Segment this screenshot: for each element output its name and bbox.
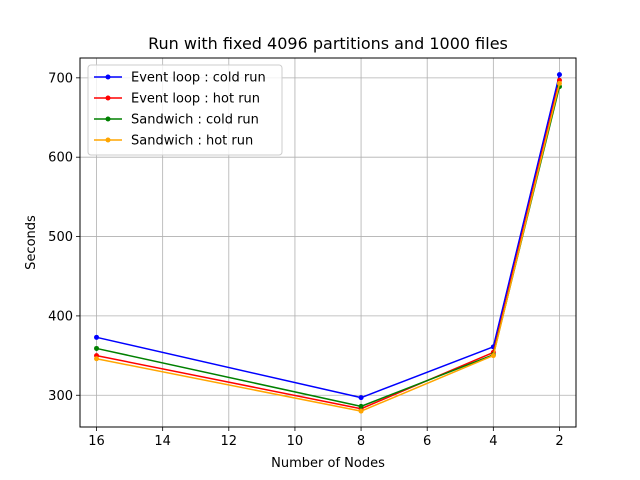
data-point [490, 353, 496, 359]
y-axis-label: Seconds [24, 215, 39, 270]
y-tick-label: 600 [48, 151, 73, 166]
data-point [358, 403, 364, 409]
legend-label: Event loop : hot run [131, 92, 260, 107]
x-tick-label: 2 [555, 434, 563, 449]
data-point [556, 72, 562, 78]
y-tick-label: 700 [48, 71, 73, 86]
legend-swatch-marker [105, 95, 111, 101]
x-tick-label: 16 [88, 434, 105, 449]
data-point [94, 345, 100, 351]
series-line-1 [96, 74, 561, 399]
x-tick-label: 6 [423, 434, 431, 449]
y-tick-label: 500 [48, 230, 73, 245]
legend-label: Sandwich : hot run [131, 134, 253, 149]
series-line-4 [96, 83, 561, 412]
x-tick-label: 10 [287, 434, 304, 449]
plot-frame [79, 57, 577, 428]
data-point [94, 356, 100, 362]
legend-swatch-marker [105, 116, 111, 122]
legend-swatch-marker [105, 74, 111, 80]
data-point [556, 80, 562, 86]
x-tick-label: 14 [154, 434, 171, 449]
x-tick-label: 4 [489, 434, 497, 449]
series-lines [94, 72, 562, 414]
x-axis-label: Number of Nodes [271, 456, 385, 471]
legend-box [87, 64, 283, 156]
legend-label: Event loop : cold run [131, 71, 266, 86]
y-tick-label: 400 [48, 309, 73, 324]
legend-swatch-marker [105, 137, 111, 143]
data-point [358, 395, 364, 401]
y-tick-label: 300 [48, 389, 73, 404]
legend-label: Sandwich : cold run [131, 113, 259, 128]
x-tick-label: 12 [221, 434, 238, 449]
legend: Event loop : cold run Event loop : hot ru… [87, 64, 283, 156]
chart-title: Run with fixed 4096 partitions and 1000 … [148, 34, 508, 53]
data-point [358, 408, 364, 414]
axis-ticks: 16 14 12 10 8 6 4 2 300 400 500 600 700 [48, 71, 563, 449]
data-point [94, 334, 100, 340]
x-tick-label: 8 [357, 434, 365, 449]
